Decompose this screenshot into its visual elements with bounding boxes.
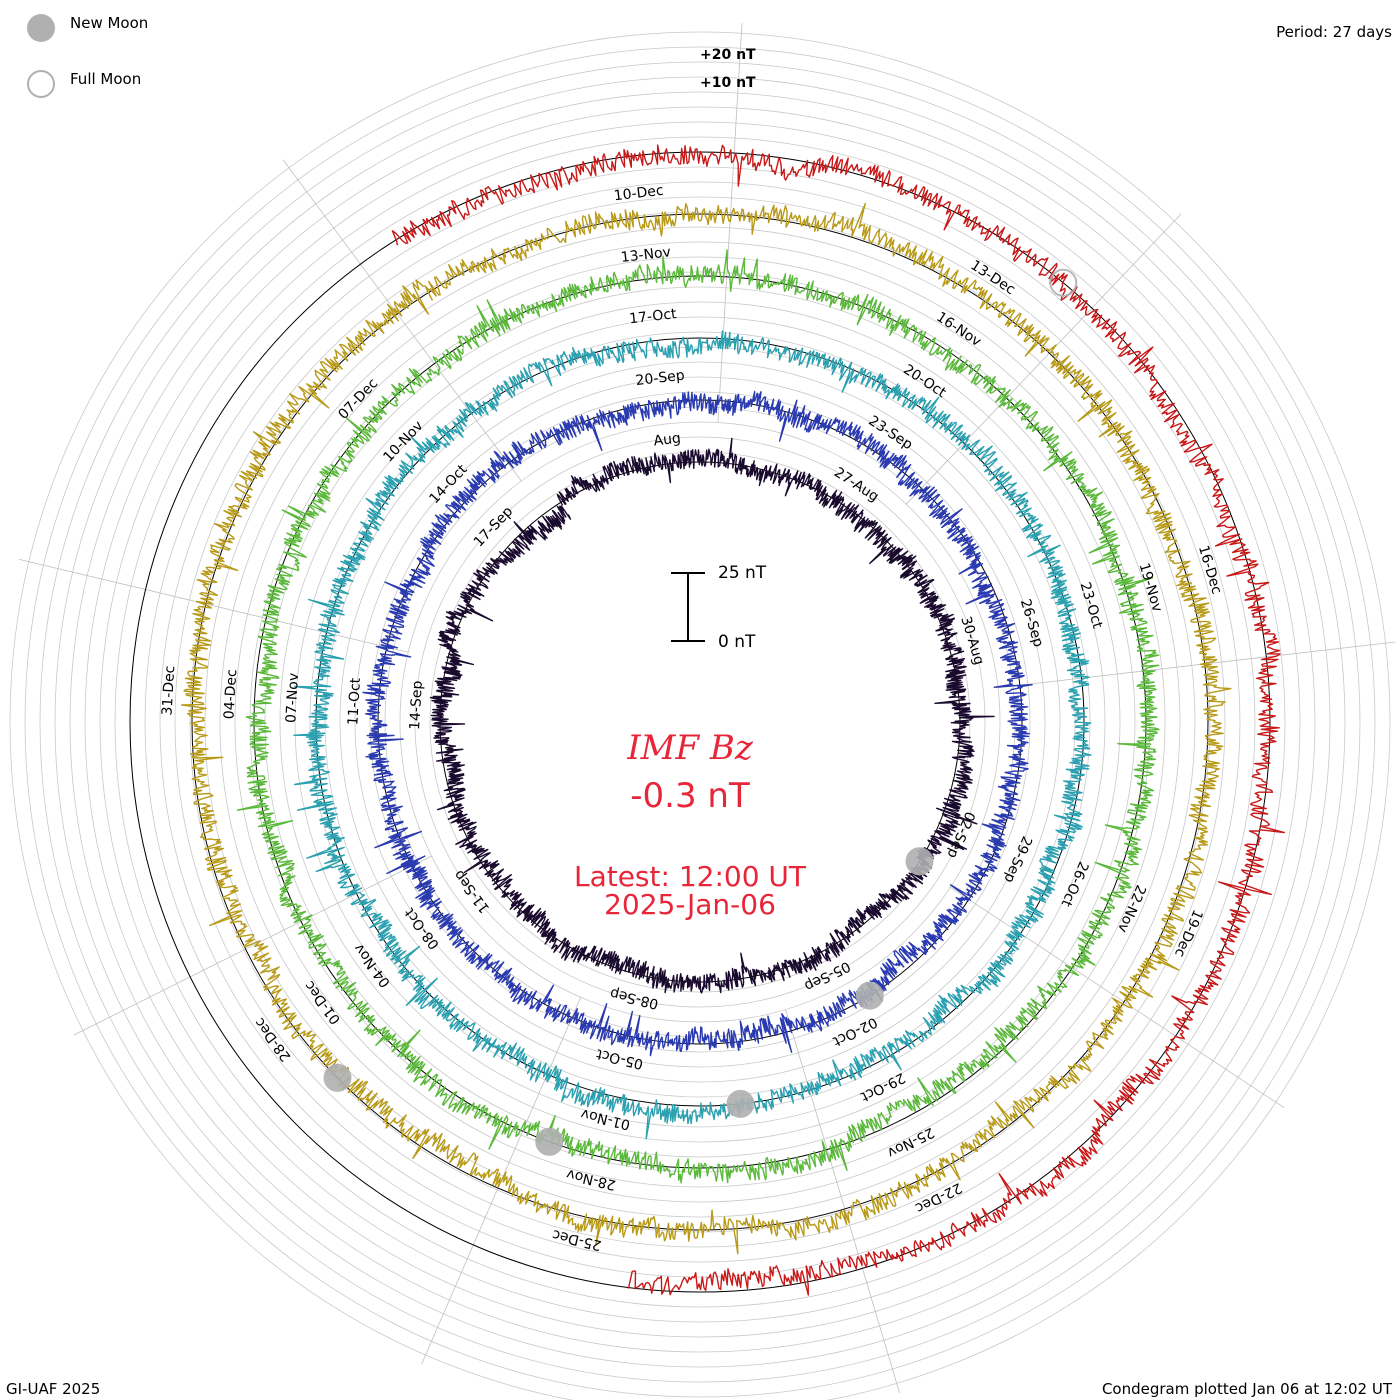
grid-spoke: [717, 23, 743, 423]
grid-layer: [9, 23, 1396, 1400]
ring-label-20nt: +20 nT: [700, 47, 756, 63]
full-moon-legend-label: Full Moon: [70, 70, 142, 88]
new-moon-legend-label: New Moon: [70, 14, 149, 32]
grid-circle: [84, 106, 1316, 1338]
date-label: 08-Oct: [401, 904, 442, 952]
latest-date: 2025-Jan-06: [604, 888, 776, 921]
date-label: 23-Oct: [1076, 580, 1105, 631]
latest-time: Latest: 12:00 UT: [573, 860, 807, 893]
grid-circle: [144, 166, 1256, 1278]
date-label: 22-Dec: [912, 1179, 964, 1216]
date-label: 29-Sep: [1000, 834, 1034, 886]
series-line-rotation-6: [391, 144, 1286, 1296]
grid-circle: [159, 181, 1241, 1263]
date-label: 11-Oct: [345, 677, 364, 726]
new-moon-marker: [535, 1127, 564, 1156]
new-moon-marker: [323, 1063, 352, 1092]
date-label: 02-Sep: [944, 809, 978, 861]
date-label: 01-Dec: [301, 978, 344, 1028]
grid-circle: [264, 286, 1136, 1158]
grid-spoke: [905, 213, 1182, 505]
grid-circle: [99, 121, 1301, 1323]
grid-circle: [174, 196, 1226, 1248]
period-label: Period: 27 days: [1276, 23, 1392, 41]
ring-label-10nt: +10 nT: [700, 75, 756, 91]
date-label: 13-Nov: [620, 244, 672, 266]
date-label: 25-Nov: [885, 1124, 937, 1161]
current-value: -0.3 nT: [630, 776, 750, 816]
series-line-rotation-3: [293, 330, 1092, 1140]
grid-circle: [294, 316, 1106, 1128]
date-label: 08-Sep: [608, 985, 660, 1012]
grid-spoke: [950, 886, 1285, 1109]
grid-circle: [9, 31, 1391, 1400]
date-label: 04-Dec: [221, 669, 240, 720]
new-moon-marker: [855, 981, 884, 1010]
grid-circle: [354, 376, 1046, 1068]
date-label: 16-Dec: [1195, 544, 1225, 596]
grid-spoke: [785, 1009, 900, 1394]
date-label: 29-Oct: [858, 1069, 908, 1105]
credit-label: GI-UAF 2025: [6, 1380, 101, 1398]
date-label: 20-Sep: [635, 368, 686, 390]
grid-circle: [429, 451, 971, 993]
grid-spoke: [282, 159, 522, 482]
date-label: 31-Dec: [159, 665, 178, 716]
date-label: Aug: [653, 430, 682, 449]
grid-circle: [234, 256, 1166, 1188]
date-label: 26-Sep: [1017, 597, 1046, 649]
scale-top-label: 25 nT: [718, 563, 767, 583]
grid-spoke: [997, 641, 1396, 689]
scale-bar: [671, 572, 705, 642]
grid-circle: [39, 61, 1361, 1383]
grid-circle: [279, 301, 1121, 1143]
grid-circle: [114, 136, 1286, 1308]
date-label: 28-Nov: [565, 1166, 618, 1193]
full-moon-marker: [1049, 268, 1078, 297]
date-label: 17-Sep: [471, 503, 517, 550]
grid-circle: [24, 46, 1376, 1398]
grid-circle: [339, 361, 1061, 1083]
grid-circle: [399, 421, 1001, 1023]
grid-circle: [54, 76, 1346, 1368]
date-label: 05-Oct: [594, 1045, 644, 1072]
new-moon-legend-icon: [27, 14, 55, 42]
grid-circle: [189, 211, 1211, 1233]
grid-circle: [369, 391, 1031, 1053]
date-label: 10-Dec: [613, 183, 664, 205]
full-moon-legend-icon: [27, 70, 55, 98]
date-label: 17-Oct: [628, 306, 677, 327]
grid-spoke: [19, 558, 409, 653]
series-line-rotation-1: [429, 437, 995, 994]
new-moon-marker: [905, 847, 934, 876]
date-label: 22-Nov: [1114, 882, 1149, 934]
date-label: 14-Sep: [407, 680, 426, 730]
grid-circle: [384, 406, 1016, 1038]
series-line-rotation-5: [180, 202, 1232, 1255]
grid-circle: [204, 226, 1196, 1218]
moon-markers-layer: [323, 268, 1078, 1156]
chart-title-text: IMF Bz: [627, 728, 753, 768]
new-moon-marker: [726, 1089, 755, 1118]
grid-circle: [414, 436, 986, 1008]
scale-bottom-label: 0 nT: [718, 632, 756, 652]
date-label: 02-Oct: [830, 1014, 880, 1050]
plotted-timestamp: Condegram plotted Jan 06 at 12:02 UT: [1101, 1380, 1392, 1398]
date-label: 25-Dec: [551, 1226, 603, 1253]
series-line-rotation-4: [236, 249, 1160, 1184]
grid-circle: [219, 241, 1181, 1203]
chart-title: IMF Bz: [500, 728, 880, 768]
grid-circle: [69, 91, 1331, 1353]
grid-spoke: [73, 855, 432, 1036]
date-label: 07-Nov: [283, 672, 302, 723]
